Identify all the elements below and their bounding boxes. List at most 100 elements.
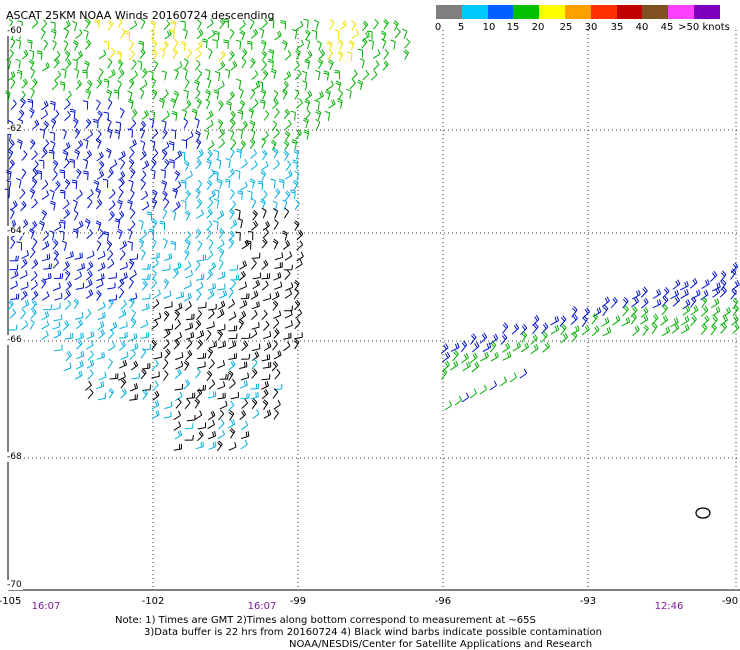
wind-barb bbox=[128, 179, 134, 190]
wind-barb bbox=[351, 29, 359, 39]
wind-barb bbox=[219, 400, 228, 410]
wind-barb bbox=[346, 51, 353, 61]
wind-barb bbox=[117, 278, 125, 289]
wind-barb bbox=[141, 280, 148, 291]
wind-barb bbox=[20, 308, 26, 320]
wind-barb bbox=[76, 139, 84, 150]
wind-barb bbox=[85, 150, 93, 161]
wind-barb bbox=[284, 190, 291, 202]
wind-barb bbox=[196, 69, 203, 81]
lat-label: -68 bbox=[6, 452, 23, 462]
wind-barb bbox=[240, 158, 248, 169]
wind-barb bbox=[31, 18, 39, 29]
lon-label: -99 bbox=[289, 596, 307, 607]
wind-barb bbox=[116, 228, 123, 240]
wind-barb bbox=[295, 20, 304, 31]
wind-barb bbox=[164, 348, 171, 359]
wind-barb bbox=[207, 48, 213, 59]
wind-barb bbox=[252, 210, 258, 221]
wind-barb bbox=[183, 249, 190, 260]
wind-barb bbox=[27, 98, 34, 109]
wind-barb bbox=[118, 359, 127, 369]
wind-barb bbox=[690, 315, 697, 327]
wind-barb bbox=[672, 279, 681, 290]
wind-barb bbox=[65, 350, 72, 362]
wind-barb bbox=[185, 131, 194, 141]
wind-barb bbox=[482, 342, 492, 352]
wind-barb bbox=[141, 363, 151, 370]
wind-barb bbox=[711, 315, 718, 327]
wind-barb bbox=[130, 309, 137, 320]
wind-barb bbox=[31, 150, 38, 161]
wind-barb bbox=[186, 338, 193, 350]
wind-barb bbox=[184, 231, 192, 242]
wind-barb bbox=[103, 78, 110, 89]
wind-barb bbox=[296, 39, 304, 50]
wind-barb bbox=[237, 128, 243, 139]
wind-barb bbox=[119, 321, 128, 330]
wind-barb bbox=[171, 210, 177, 221]
wind-barb bbox=[230, 118, 236, 130]
wind-barb bbox=[212, 220, 219, 231]
wind-barb bbox=[129, 119, 137, 130]
wind-barb bbox=[689, 277, 698, 289]
wind-barb bbox=[317, 58, 324, 70]
wind-barb bbox=[328, 99, 336, 109]
wind-barb bbox=[670, 317, 679, 328]
wind-barb bbox=[217, 340, 226, 349]
wind-barb bbox=[291, 29, 298, 39]
wind-barb bbox=[30, 67, 36, 79]
wind-barb bbox=[602, 304, 609, 317]
wind-barb bbox=[259, 27, 265, 39]
wind-barb bbox=[174, 310, 181, 321]
wind-barb bbox=[74, 370, 83, 380]
wind-barb bbox=[127, 228, 133, 240]
wind-barb bbox=[273, 159, 280, 170]
legend-label: 0 bbox=[434, 22, 442, 33]
wind-barb bbox=[283, 108, 290, 120]
wind-barb bbox=[261, 190, 268, 201]
wind-barb bbox=[30, 299, 38, 311]
wind-barb bbox=[206, 77, 212, 89]
wind-barb bbox=[28, 228, 35, 239]
wind-barb bbox=[39, 128, 46, 139]
wind-barb bbox=[293, 279, 300, 291]
lat-label: -62 bbox=[6, 124, 23, 134]
wind-barb bbox=[700, 305, 709, 317]
wind-barb bbox=[74, 271, 83, 281]
wind-barb bbox=[208, 358, 215, 370]
wind-barb bbox=[163, 290, 172, 299]
wind-barb bbox=[183, 280, 192, 290]
time-label: 16:07 bbox=[247, 601, 277, 612]
legend-label: >50 knots bbox=[678, 22, 730, 33]
wind-barb bbox=[283, 305, 294, 312]
wind-barb bbox=[65, 251, 74, 260]
wind-barb bbox=[197, 302, 207, 309]
wind-barb bbox=[85, 289, 94, 299]
wind-barb bbox=[128, 98, 134, 110]
wind-barb bbox=[140, 179, 146, 191]
wind-barb bbox=[441, 368, 448, 380]
wind-barb bbox=[260, 198, 266, 210]
wind-barb bbox=[241, 353, 251, 360]
wind-barb bbox=[252, 409, 260, 420]
wind-barb bbox=[281, 39, 288, 51]
wind-barb bbox=[175, 398, 182, 409]
wind-barb bbox=[163, 198, 170, 209]
wind-barb bbox=[197, 254, 207, 262]
wind-barb bbox=[114, 218, 121, 229]
wind-barb bbox=[163, 278, 170, 290]
wind-barb bbox=[679, 280, 689, 291]
wind-barb bbox=[282, 199, 288, 210]
legend-label: 30 bbox=[584, 22, 598, 33]
wind-barb bbox=[54, 344, 63, 352]
wind-barb bbox=[140, 140, 146, 151]
wind-barb bbox=[49, 100, 56, 111]
wind-barb bbox=[249, 120, 256, 131]
wind-barb bbox=[326, 80, 334, 91]
wind-barb bbox=[318, 49, 326, 60]
wind-barb bbox=[53, 314, 63, 322]
wind-barb bbox=[148, 228, 155, 239]
wind-barb bbox=[8, 324, 18, 331]
wind-barb bbox=[530, 334, 538, 345]
